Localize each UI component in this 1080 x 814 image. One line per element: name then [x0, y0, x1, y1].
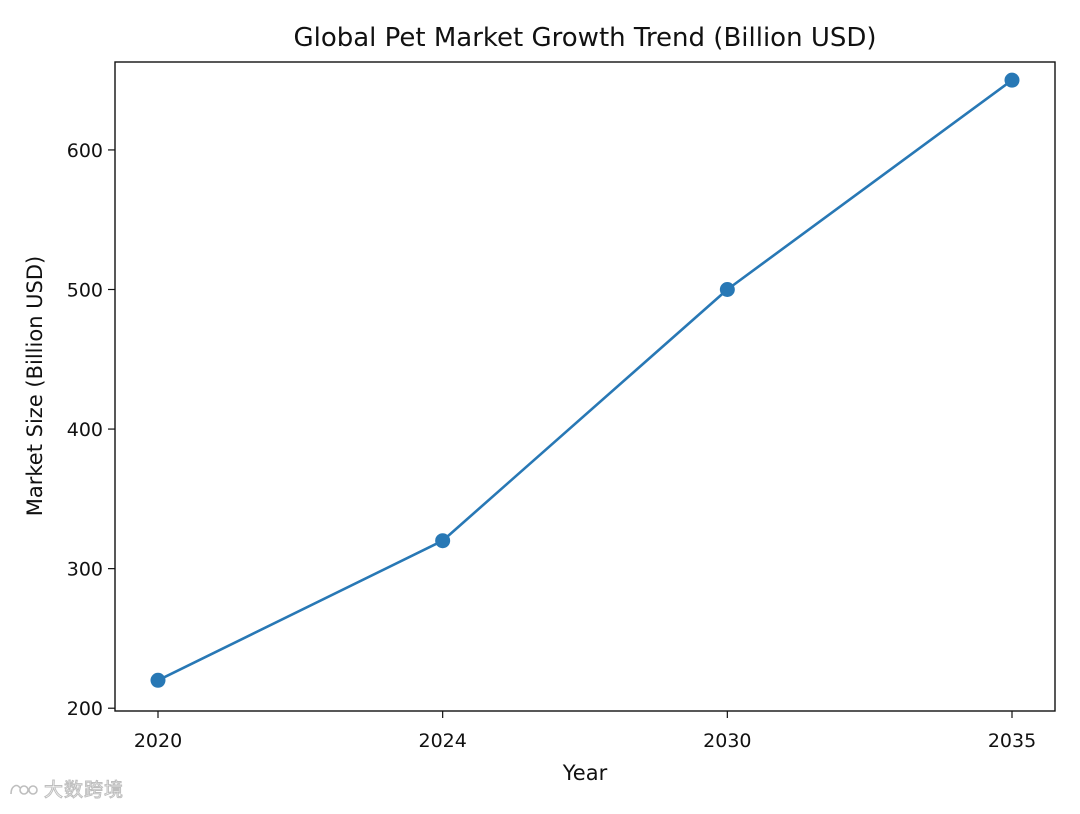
series-line — [156, 78, 1014, 682]
data-point-marker — [1004, 72, 1020, 88]
data-point-marker — [435, 533, 451, 549]
y-tick-label: 500 — [67, 279, 103, 301]
x-tick-label: 2030 — [703, 730, 751, 752]
watermark-text: 大数跨境 — [43, 779, 125, 802]
series-layer — [150, 72, 1020, 688]
y-tick-label: 600 — [67, 140, 103, 162]
y-tick-label: 300 — [67, 559, 103, 581]
watermark: 大数跨境 — [8, 775, 124, 802]
brand-logo-icon — [10, 784, 38, 795]
x-tick-label: 2024 — [418, 730, 466, 752]
data-point-marker — [719, 281, 735, 297]
x-axis-label: Year — [562, 761, 608, 785]
chart-title: Global Pet Market Growth Trend (Billion … — [293, 23, 876, 53]
plot-area-frame — [114, 61, 1056, 712]
y-tick-label: 200 — [67, 698, 103, 720]
x-tick-label: 2020 — [134, 730, 182, 752]
y-axis-label: Market Size (Billion USD) — [23, 256, 47, 516]
y-tick-label: 400 — [67, 419, 103, 441]
y-axis-ticks: 200 300 400 500 600 — [67, 140, 115, 720]
x-axis-ticks: 2020 2024 2030 2035 — [134, 711, 1036, 752]
x-tick-label: 2035 — [988, 730, 1036, 752]
data-point-marker — [150, 672, 166, 688]
